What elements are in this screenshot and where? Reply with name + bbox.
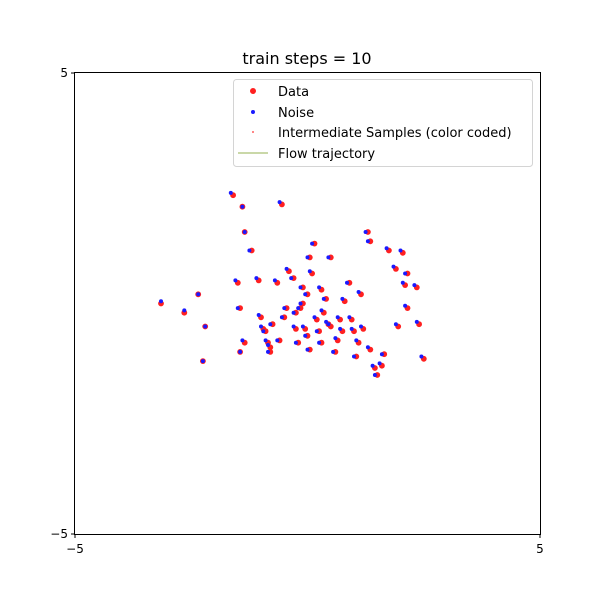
noise-point-56 xyxy=(347,315,352,320)
y-tick-label-0: −5 xyxy=(50,527,68,541)
legend-data-label: Data xyxy=(278,85,309,100)
noise-point-45 xyxy=(319,308,324,313)
noise-point-32 xyxy=(298,285,303,290)
noise-point-43 xyxy=(317,340,322,345)
noise-point-46 xyxy=(321,296,326,301)
legend: Data Noise Intermediate Samples (color c… xyxy=(233,79,533,167)
noise-point-69 xyxy=(384,246,389,251)
noise-point-61 xyxy=(359,324,363,329)
noise-point-60 xyxy=(356,290,361,294)
legend-intermediate-label: Intermediate Samples (color coded) xyxy=(278,126,512,141)
noise-point-76 xyxy=(412,283,417,288)
noise-point-15 xyxy=(259,324,263,329)
noise-point-25 xyxy=(282,306,287,311)
noise-point-27 xyxy=(289,276,294,281)
noise-point-35 xyxy=(303,333,308,338)
legend-intermediate-marker xyxy=(252,131,254,133)
noise-point-66 xyxy=(372,373,377,377)
noise-point-6 xyxy=(240,204,245,209)
noise-point-9 xyxy=(238,349,243,354)
noise-point-36 xyxy=(305,347,310,352)
noise-point-31 xyxy=(296,306,301,311)
noise-point-63 xyxy=(365,239,370,244)
noise-point-75 xyxy=(403,303,408,308)
noise-point-17 xyxy=(263,338,268,343)
noise-point-3 xyxy=(203,324,208,329)
noise-point-12 xyxy=(242,230,247,234)
noise-point-53 xyxy=(338,326,343,331)
noise-point-23 xyxy=(277,200,282,205)
noise-point-28 xyxy=(291,310,296,315)
noise-point-58 xyxy=(352,354,356,359)
noise-point-52 xyxy=(335,315,340,320)
noise-point-7 xyxy=(233,278,238,283)
noise-point-74 xyxy=(403,271,408,276)
noise-point-26 xyxy=(284,266,289,271)
noise-point-14 xyxy=(256,313,261,317)
noise-point-30 xyxy=(293,340,298,345)
noise-point-2 xyxy=(196,292,201,297)
noise-point-10 xyxy=(240,338,245,343)
noise-point-62 xyxy=(363,230,368,234)
points-layer xyxy=(158,190,427,378)
legend-trajectory-label: Flow trajectory xyxy=(278,147,375,162)
noise-point-34 xyxy=(300,324,305,329)
noise-point-29 xyxy=(291,324,296,329)
noise-point-19 xyxy=(266,343,270,347)
noise-point-13 xyxy=(254,276,259,281)
noise-point-24 xyxy=(279,315,284,320)
legend-noise-marker xyxy=(251,110,255,114)
legend-box xyxy=(233,79,533,167)
noise-point-20 xyxy=(268,322,273,327)
noise-point-44 xyxy=(317,285,322,290)
noise-point-39 xyxy=(307,269,312,274)
noise-point-67 xyxy=(377,361,382,366)
noise-point-57 xyxy=(349,326,354,331)
noise-point-11 xyxy=(247,248,252,253)
noise-point-33 xyxy=(298,301,303,306)
legend-data-marker xyxy=(250,88,256,94)
noise-point-54 xyxy=(340,296,345,301)
noise-point-16 xyxy=(261,329,266,334)
noise-point-59 xyxy=(354,338,359,343)
x-tick-label-0: −5 xyxy=(66,542,84,556)
noise-point-64 xyxy=(365,345,370,350)
y-tick-label-1: 5 xyxy=(60,66,68,80)
noise-point-4 xyxy=(200,359,205,364)
noise-point-51 xyxy=(333,336,338,341)
noise-point-38 xyxy=(305,255,310,260)
noise-point-42 xyxy=(314,329,319,334)
noise-point-65 xyxy=(370,363,375,368)
plot-frame xyxy=(74,72,541,535)
noise-point-22 xyxy=(275,338,280,343)
legend-noise-label: Noise xyxy=(278,106,314,121)
noise-point-77 xyxy=(414,319,419,324)
noise-point-68 xyxy=(379,352,384,357)
noise-point-73 xyxy=(400,280,405,285)
noise-point-41 xyxy=(312,315,317,320)
noise-point-78 xyxy=(419,354,424,359)
noise-point-0 xyxy=(159,299,163,304)
noise-point-70 xyxy=(391,264,396,269)
noise-point-8 xyxy=(235,306,240,311)
noise-point-72 xyxy=(398,248,403,253)
noise-point-18 xyxy=(266,349,270,354)
noise-point-40 xyxy=(310,241,315,246)
noise-point-1 xyxy=(182,308,187,313)
noise-point-71 xyxy=(393,322,398,327)
noise-point-48 xyxy=(326,255,331,260)
chart-title: train steps = 10 xyxy=(242,49,371,68)
x-tick-label-1: 5 xyxy=(536,542,544,556)
noise-point-49 xyxy=(326,322,331,327)
noise-point-37 xyxy=(303,292,308,297)
noise-point-50 xyxy=(331,349,336,354)
noise-point-5 xyxy=(228,190,233,195)
noise-point-55 xyxy=(345,280,349,285)
noise-point-21 xyxy=(272,278,277,283)
ticks-layer: −5 5 −5 5 xyxy=(50,66,544,556)
